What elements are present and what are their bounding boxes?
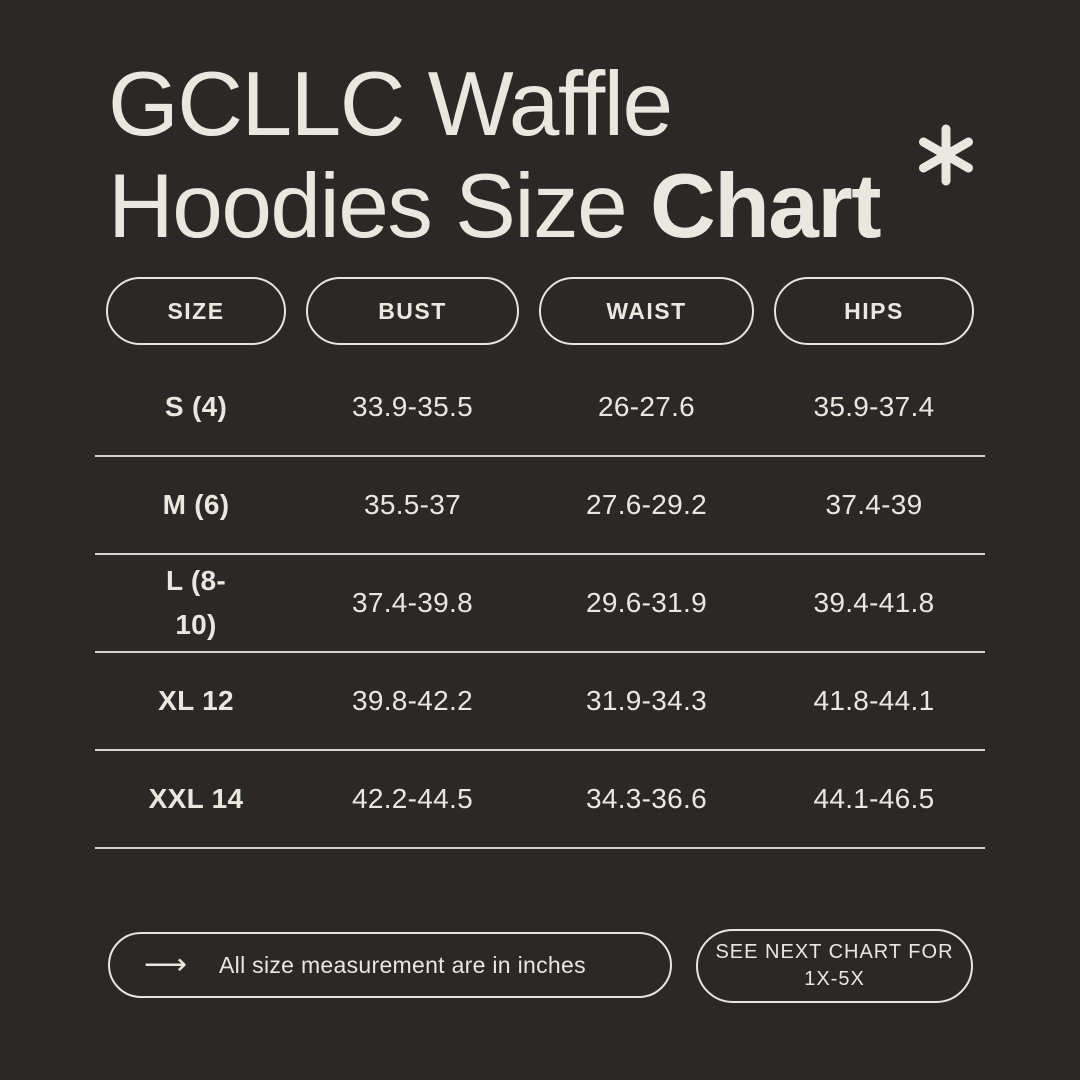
table-row: M (6) 35.5-37 27.6-29.2 37.4-39 — [95, 457, 985, 555]
table-row: XL 12 39.8-42.2 31.9-34.3 41.8-44.1 — [95, 653, 985, 751]
column-header-size-label: SIZE — [167, 297, 225, 324]
column-header-waist-label: WAIST — [606, 297, 687, 324]
hips-cell: 37.4-39 — [825, 489, 923, 520]
column-header-bust-label: BUST — [378, 297, 447, 324]
size-cell: S (4) — [106, 391, 286, 423]
bust-cell: 39.8-42.2 — [351, 685, 474, 716]
size-cell: L (8-10) — [106, 559, 286, 647]
column-header-hips: HIPS — [774, 277, 974, 345]
hips-cell: 44.1-46.5 — [813, 783, 935, 814]
title-line2-regular: Hoodies Size — [108, 156, 628, 257]
waist-cell: 29.6-31.9 — [585, 587, 708, 618]
bust-cell: 37.4-39.8 — [351, 587, 474, 618]
next-chart-line2: 1X-5X — [804, 968, 865, 990]
column-header-waist: WAIST — [539, 277, 754, 345]
waist-cell: 31.9-34.3 — [585, 685, 708, 716]
table-column-headers: SIZE BUST WAIST HIPS — [106, 277, 974, 345]
table-row: L (8-10) 37.4-39.8 29.6-31.9 39.4-41.8 — [95, 555, 985, 653]
size-cell: M (6) — [106, 489, 286, 521]
column-header-size: SIZE — [106, 277, 286, 345]
table-row: XXL 14 42.2-44.5 34.3-36.6 44.1-46.5 — [95, 751, 985, 849]
units-note-text: All size measurement are in inches — [219, 951, 586, 978]
hips-cell: 35.9-37.4 — [813, 391, 935, 422]
title-line1: GCLLC Waffle — [108, 54, 673, 155]
hips-cell: 41.8-44.1 — [813, 685, 935, 716]
size-label: S (4) — [164, 391, 228, 422]
size-label: XL 12 — [158, 685, 234, 716]
next-chart-line1: SEE NEXT CHART FOR — [715, 941, 954, 963]
table-row: S (4) 33.9-35.5 26-27.6 35.9-37.4 — [95, 359, 985, 457]
asterisk-icon — [919, 124, 973, 186]
hips-cell: 39.4-41.8 — [813, 587, 935, 618]
bust-cell: 35.5-37 — [363, 489, 462, 520]
column-header-hips-label: HIPS — [844, 297, 904, 324]
waist-cell: 34.3-36.6 — [585, 783, 708, 814]
size-label: L (8-10) — [165, 565, 227, 640]
page-title: GCLLC Waffle Hoodies Size Chart — [108, 54, 882, 258]
arrow-right-icon: ⟶ — [144, 948, 188, 981]
size-label: M (6) — [162, 489, 230, 520]
next-chart-pill: SEE NEXT CHART FOR 1X-5X — [696, 929, 973, 1003]
units-note-pill: ⟶ All size measurement are in inches — [108, 932, 672, 998]
size-cell: XXL 14 — [106, 783, 286, 815]
size-cell: XL 12 — [106, 685, 286, 717]
size-table: S (4) 33.9-35.5 26-27.6 35.9-37.4 M (6) … — [95, 359, 985, 849]
bust-cell: 42.2-44.5 — [351, 783, 474, 814]
waist-cell: 26-27.6 — [597, 391, 696, 422]
waist-cell: 27.6-29.2 — [585, 489, 708, 520]
bust-cell: 33.9-35.5 — [351, 391, 474, 422]
title-line2-bold: Chart — [649, 156, 882, 257]
column-header-bust: BUST — [306, 277, 519, 345]
size-label: XXL 14 — [148, 783, 244, 814]
next-chart-text: SEE NEXT CHART FOR 1X-5X — [715, 939, 953, 993]
